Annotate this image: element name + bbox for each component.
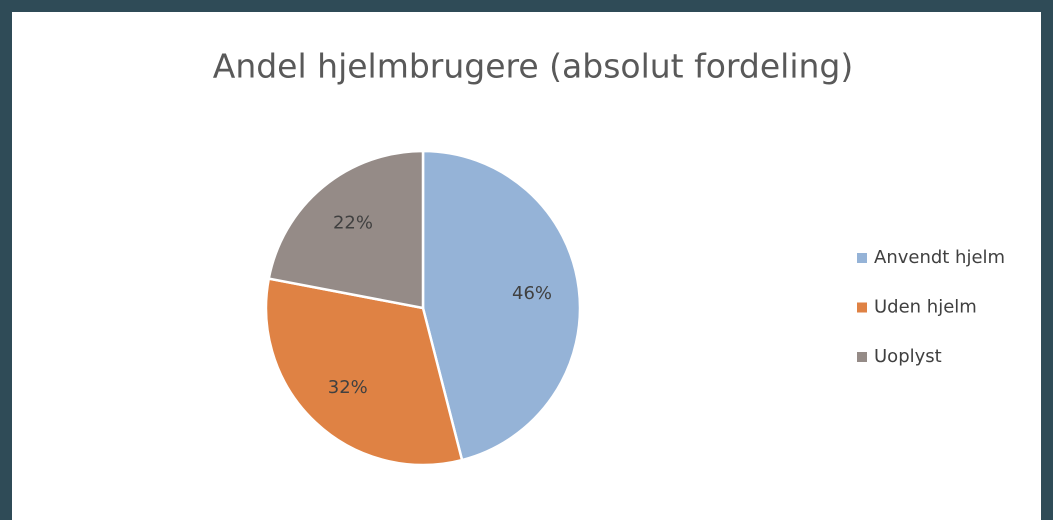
legend-label: Anvendt hjelm <box>874 247 1005 268</box>
legend-swatch <box>857 352 867 362</box>
legend-swatch <box>857 302 867 313</box>
pie-slice <box>267 149 425 310</box>
data-label: 32% <box>328 377 368 398</box>
pie-slice <box>264 277 464 467</box>
chart-title: Andel hjelmbrugere (absolut fordeling) <box>213 47 853 86</box>
legend-swatch <box>857 253 867 263</box>
legend-label: Uden hjelm <box>874 297 977 318</box>
data-label: 46% <box>512 283 552 304</box>
data-label: 22% <box>333 212 373 233</box>
pie-slice <box>421 149 582 462</box>
legend-label: Uoplyst <box>874 346 942 367</box>
